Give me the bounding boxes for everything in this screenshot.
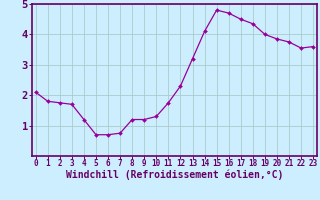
X-axis label: Windchill (Refroidissement éolien,°C): Windchill (Refroidissement éolien,°C) (66, 170, 283, 180)
